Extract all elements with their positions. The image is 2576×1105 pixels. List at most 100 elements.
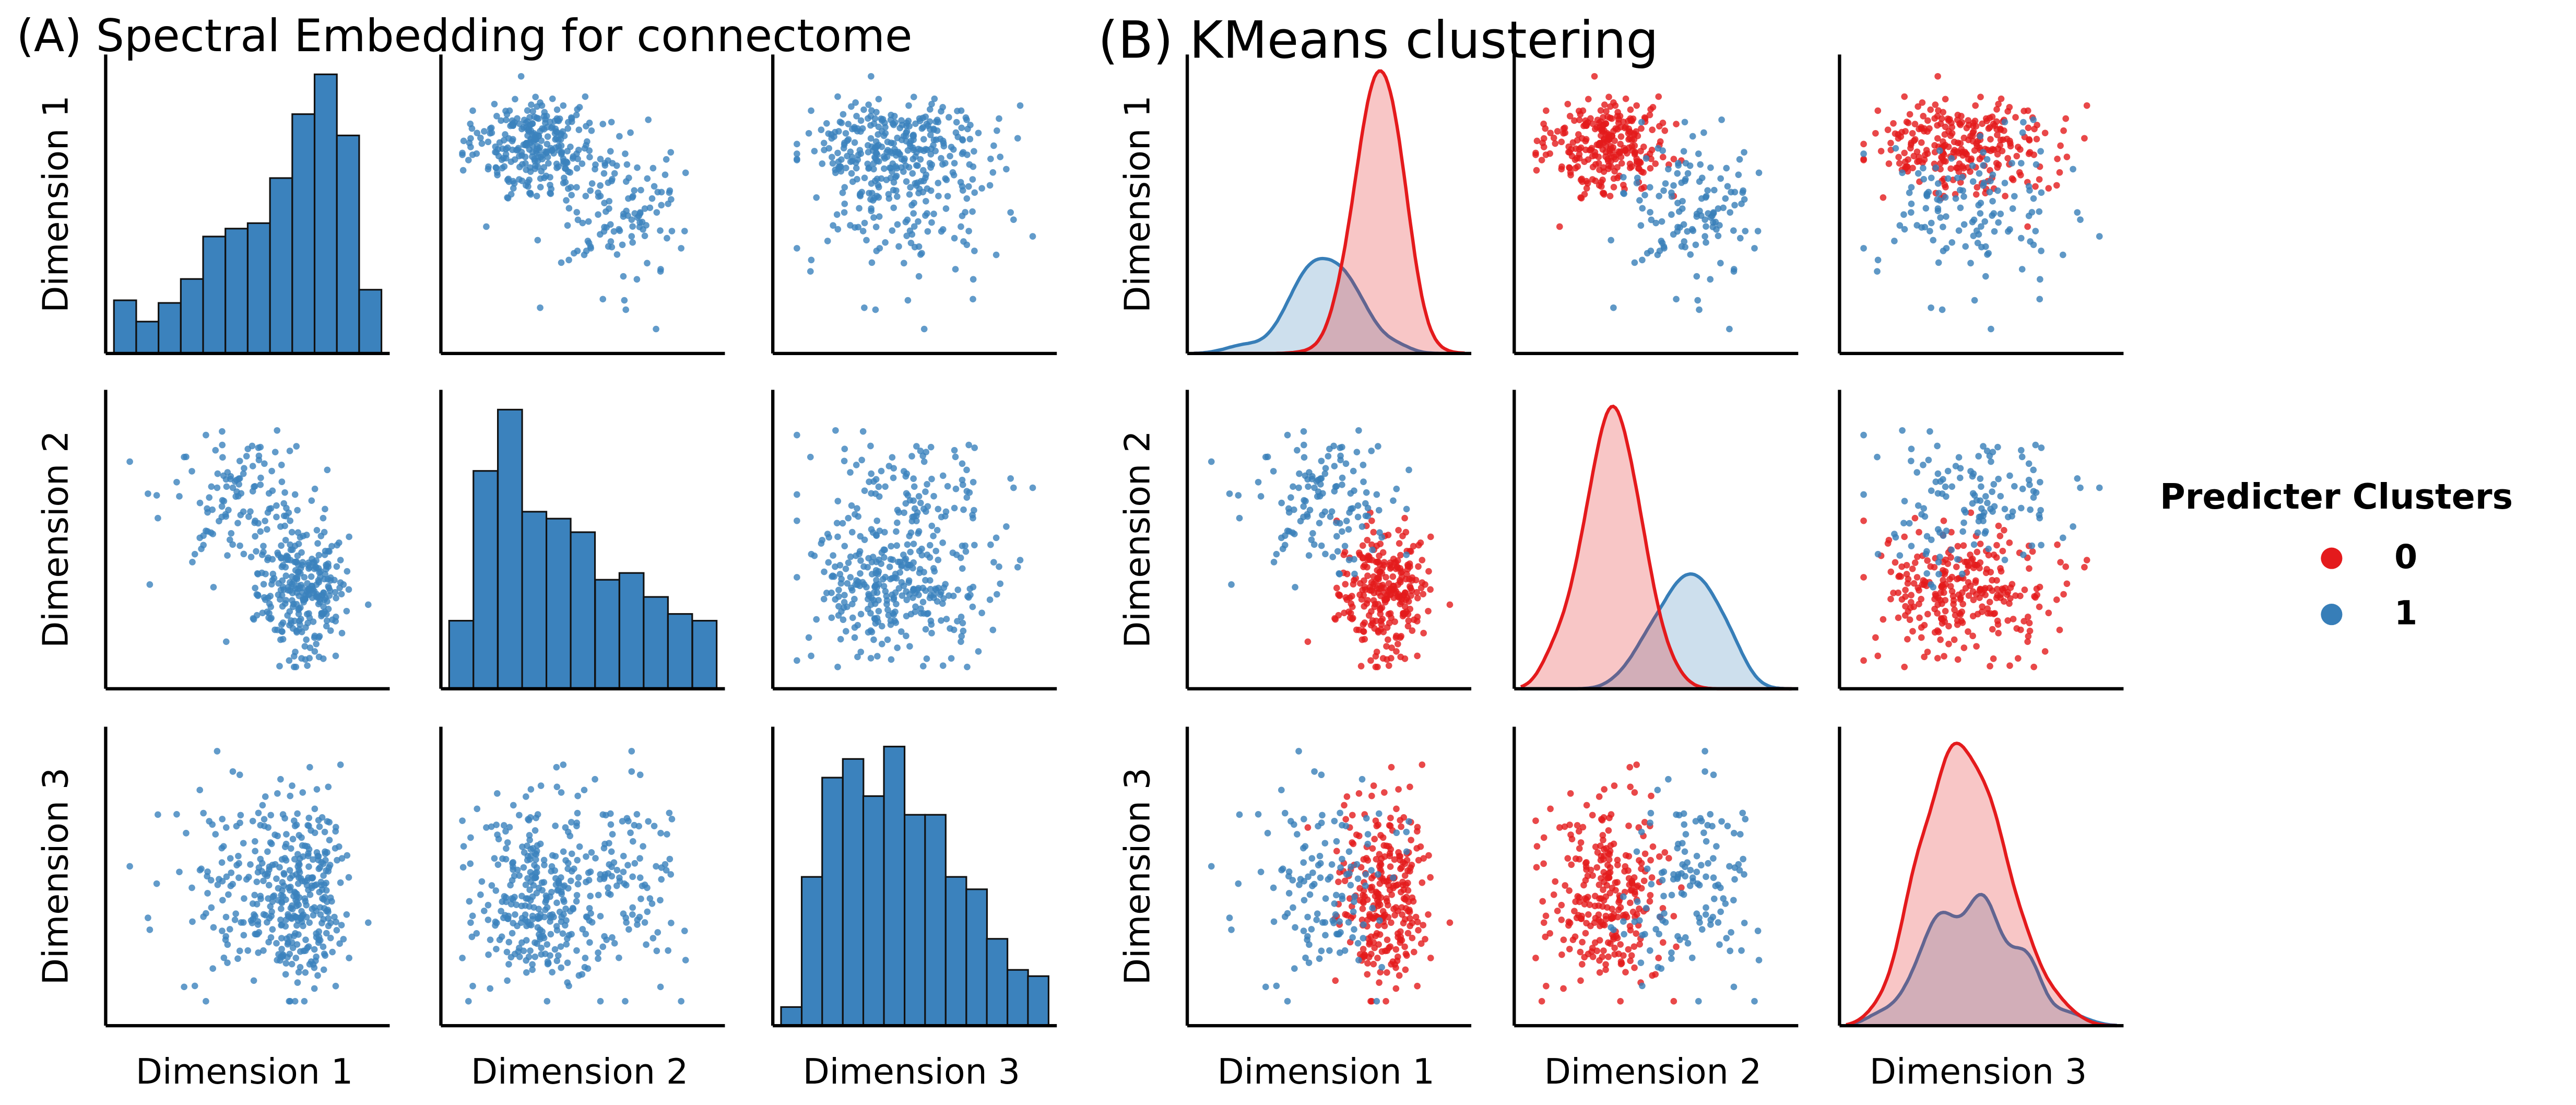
scatter-point: [527, 139, 534, 146]
scatter-point: [306, 763, 313, 771]
scatter-point: [926, 594, 933, 602]
scatter-point: [928, 621, 935, 628]
scatter-point: [491, 855, 498, 862]
scatter-point: [935, 193, 942, 199]
scatter-point: [2010, 177, 2017, 183]
scatter-point: [1942, 184, 1949, 191]
scatter-point: [1574, 822, 1581, 829]
scatter-point: [1860, 245, 1867, 252]
scatter-point: [950, 146, 957, 153]
scatter-point: [1920, 462, 1927, 468]
scatter-point: [875, 123, 882, 131]
scatter-point: [857, 649, 865, 655]
scatter-point: [512, 911, 518, 918]
scatter-point: [1345, 556, 1353, 563]
scatter-point: [1942, 96, 1949, 103]
scatter-point: [1308, 855, 1316, 862]
panel-a-r1c2-points: [459, 73, 689, 333]
scatter-point: [867, 655, 875, 662]
scatter-point: [537, 99, 543, 106]
scatter-point: [343, 607, 350, 615]
scatter-point: [2070, 166, 2076, 173]
scatter-point: [512, 96, 518, 103]
scatter-point: [313, 640, 320, 648]
scatter-point: [634, 916, 641, 923]
scatter-point: [523, 895, 530, 902]
scatter-point: [1959, 570, 1966, 578]
scatter-point: [1596, 895, 1603, 902]
scatter-point: [212, 831, 219, 838]
scatter-point: [276, 663, 283, 669]
scatter-point: [214, 484, 221, 491]
scatter-point: [563, 197, 570, 204]
scatter-point: [1379, 875, 1386, 882]
scatter-point: [902, 162, 909, 169]
scatter-point: [875, 96, 882, 103]
scatter-point: [587, 187, 594, 194]
scatter-point: [209, 531, 217, 537]
scatter-point: [278, 921, 286, 928]
scatter-point: [564, 222, 571, 229]
scatter-point: [875, 556, 882, 563]
scatter-point: [468, 933, 476, 941]
scatter-point: [2006, 103, 2013, 111]
scatter-point: [682, 169, 689, 177]
scatter-point: [2004, 228, 2012, 235]
scatter-point: [1615, 907, 1622, 913]
scatter-point: [1905, 120, 1912, 126]
scatter-point: [1376, 529, 1383, 536]
scatter-point: [516, 163, 523, 171]
histogram-bar: [448, 620, 475, 690]
scatter-point: [1281, 913, 1289, 920]
scatter-point: [1314, 910, 1321, 918]
histogram-bar: [472, 470, 499, 690]
scatter-point: [271, 861, 279, 868]
scatter-point: [875, 184, 882, 191]
scatter-point: [2030, 116, 2037, 123]
scatter-point: [1935, 190, 1942, 197]
scatter-point: [1670, 871, 1677, 878]
scatter-point: [206, 818, 213, 825]
scatter-point: [938, 228, 945, 235]
scatter-point: [2018, 453, 2026, 461]
scatter-point: [320, 872, 327, 879]
scatter-point: [1626, 923, 1634, 930]
scatter-point: [241, 895, 247, 902]
scatter-point: [209, 965, 217, 972]
scatter-point: [321, 894, 328, 901]
scatter-point: [544, 154, 551, 161]
scatter-point: [964, 593, 971, 600]
scatter-point: [852, 159, 859, 166]
scatter-point: [920, 136, 927, 143]
scatter-point: [1397, 593, 1404, 600]
scatter-point: [1343, 793, 1351, 800]
scatter-point: [917, 251, 924, 258]
scatter-point: [834, 533, 841, 540]
scatter-point: [1375, 574, 1382, 581]
panel-b-r2c1-points: [1208, 427, 1454, 671]
histogram-bar: [1007, 969, 1029, 1027]
scatter-point: [585, 869, 592, 876]
histogram-bar: [135, 321, 160, 355]
scatter-point: [188, 468, 195, 475]
scatter-point: [1327, 513, 1334, 520]
scatter-point: [930, 142, 937, 149]
scatter-point: [1351, 898, 1357, 905]
scatter-point: [273, 875, 280, 882]
scatter-point: [628, 768, 635, 775]
scatter-point: [1658, 869, 1665, 876]
scatter-point: [1370, 960, 1377, 968]
scatter-point: [1319, 812, 1326, 819]
scatter-point: [1317, 874, 1324, 881]
scatter-point: [465, 998, 472, 1005]
scatter-point: [894, 134, 901, 142]
scatter-point: [1670, 876, 1677, 883]
scatter-point: [611, 939, 618, 947]
scatter-point: [1727, 947, 1734, 955]
scatter-point: [1909, 565, 1916, 572]
scatter-point: [1960, 193, 1967, 200]
scatter-point: [1362, 882, 1369, 889]
scatter-point: [1638, 885, 1645, 892]
scatter-point: [859, 428, 867, 435]
scatter-point: [928, 100, 935, 108]
